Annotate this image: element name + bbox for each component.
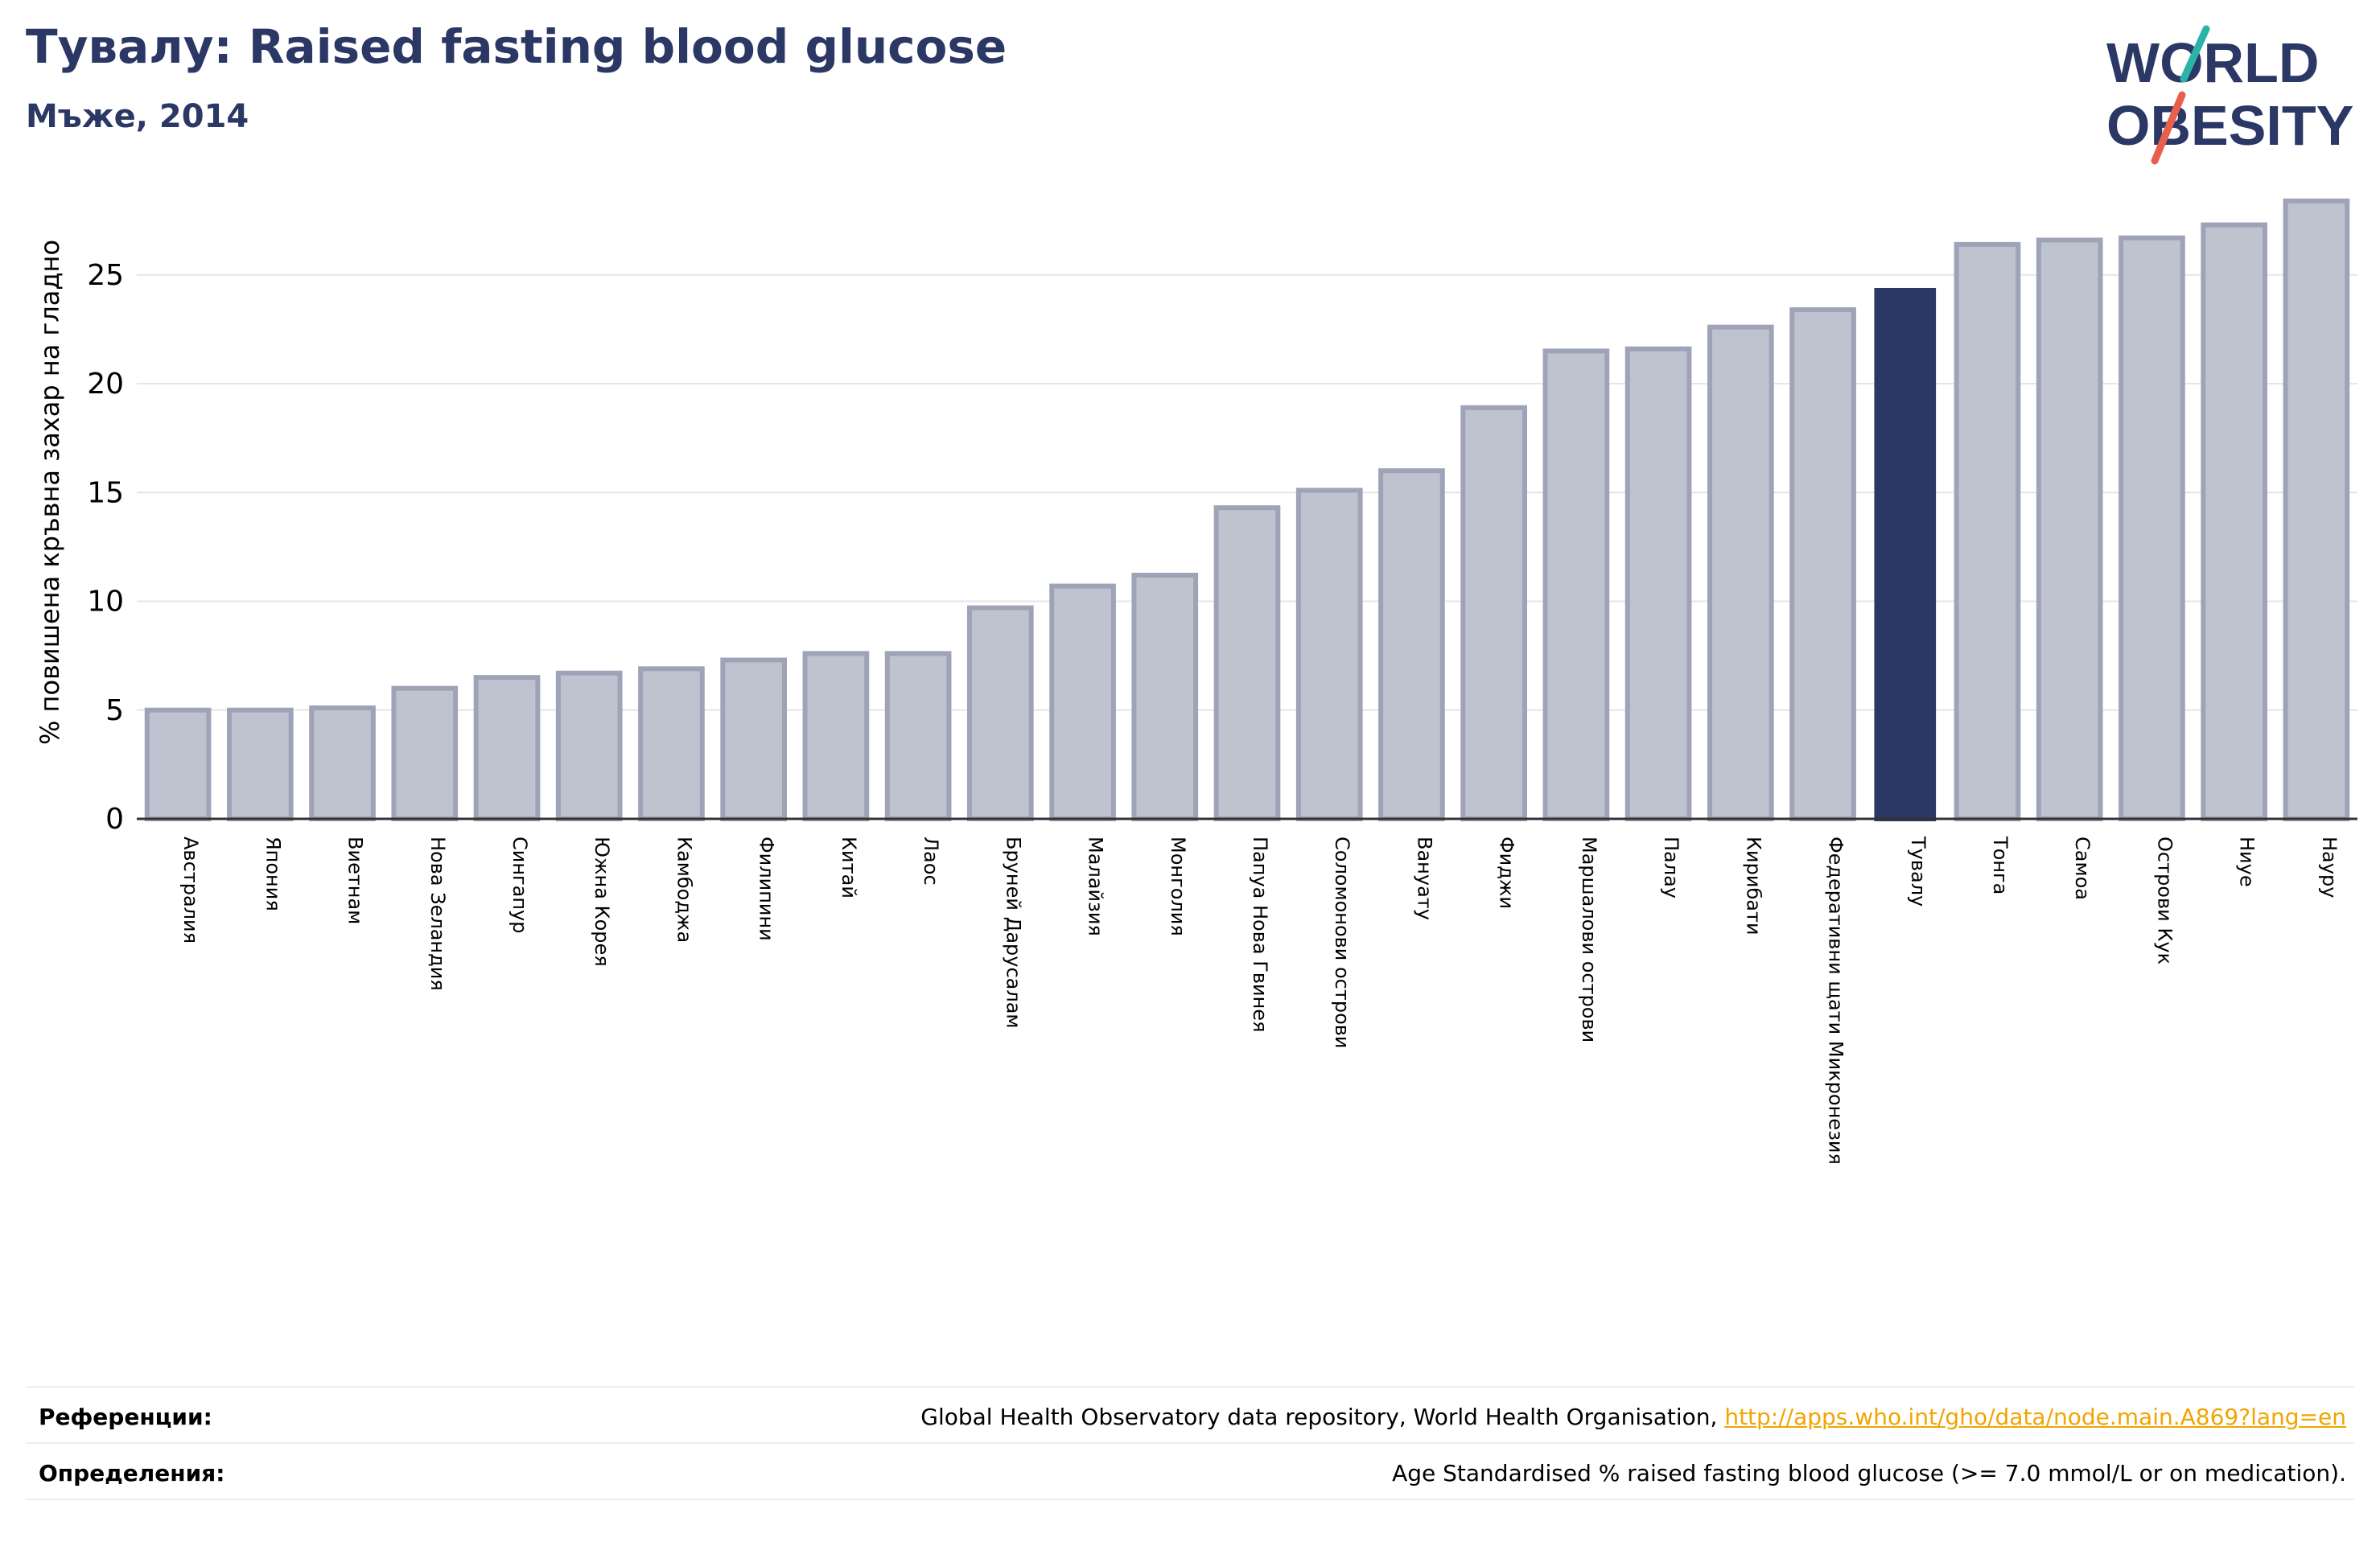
- bar-14: [1213, 505, 1281, 821]
- x-tick-label: Виетнам: [344, 837, 367, 924]
- bar-chart: 0 5 10 15 20 25 Австралия Япония Виетнам Нова Зе…: [35, 198, 2357, 1165]
- x-tick-label: Федеративни щати Микронезия: [1825, 837, 1847, 1165]
- x-tick-label: Острови Кук: [2153, 837, 2176, 964]
- x-tick-label: Тувалу: [1907, 836, 1929, 907]
- x-tick-label: Самоа: [2071, 837, 2094, 900]
- x-tick-label: Монголия: [1167, 837, 1189, 936]
- x-tick-label: Кирибати: [1742, 837, 1764, 935]
- x-tick-label: Китай: [838, 837, 860, 898]
- bar-6: [555, 670, 623, 822]
- bar-11: [967, 605, 1034, 821]
- x-tick-label: Бруней Дарусалам: [1002, 837, 1024, 1029]
- footer-divider-bottom: [26, 1499, 2354, 1500]
- x-tick-label: Тонга: [1989, 836, 2011, 894]
- y-tick-label: 20: [87, 368, 124, 401]
- x-tick-label: Австралия: [179, 837, 202, 944]
- y-tick-label: 15: [87, 476, 124, 509]
- bar-20: [1707, 324, 1774, 822]
- chart-subtitle: Мъже, 2014: [26, 98, 249, 135]
- bar-27: [2283, 198, 2350, 821]
- bars: [144, 198, 2350, 822]
- x-tick-label: Вануату: [1413, 837, 1435, 920]
- references-label: Референции:: [39, 1404, 212, 1430]
- bar-17: [1460, 405, 1528, 821]
- x-tick-labels: Австралия Япония Виетнам Нова Зеландия Синга…: [179, 836, 2341, 1165]
- bar-16: [1378, 468, 1445, 821]
- bar-8: [720, 657, 787, 821]
- x-tick-label: Лаос: [920, 837, 942, 886]
- x-tick-label: Сингапур: [509, 837, 531, 934]
- bar-9: [802, 651, 870, 821]
- bar-1: [144, 707, 212, 821]
- bar-18: [1542, 348, 1610, 821]
- y-tick-label: 0: [105, 803, 124, 836]
- bar-10: [884, 651, 952, 821]
- logo-slash-red: [2151, 91, 2186, 165]
- footer-divider-middle: [26, 1442, 2354, 1444]
- x-tick-label: Филипини: [756, 837, 778, 941]
- logo-text-obesity: OBESITY: [2106, 94, 2353, 157]
- x-tick-label: Науру: [2318, 837, 2341, 898]
- bar-26: [2201, 222, 2267, 822]
- x-tick-label: Палау: [1660, 837, 1682, 898]
- x-tick-label: Нова Зеландия: [426, 837, 449, 991]
- x-tick-label: Соломонови острови: [1331, 837, 1353, 1049]
- x-tick-label: Япония: [261, 837, 284, 911]
- bar-15: [1295, 487, 1363, 821]
- bar-7: [638, 666, 705, 821]
- bar-22: [1874, 287, 1937, 822]
- footer-divider-top: [26, 1386, 2354, 1388]
- logo-slash-teal: [2180, 25, 2210, 83]
- bar-12: [1049, 583, 1116, 821]
- x-tick-label: Папуа Нова Гвинея: [1249, 837, 1271, 1032]
- x-tick-label: Южна Корея: [591, 837, 613, 967]
- logo-text-world: WORLD: [2106, 31, 2319, 94]
- bar-23: [1954, 241, 2021, 821]
- references-link[interactable]: http://apps.who.int/gho/data/node.main.A…: [1724, 1404, 2346, 1430]
- bar-19: [1624, 346, 1692, 822]
- world-obesity-logo: WORLD OBESITY: [2106, 25, 2353, 165]
- bar-3: [309, 705, 376, 821]
- x-tick-label: Фиджи: [1496, 837, 1518, 909]
- y-tick-label: 25: [87, 259, 124, 292]
- bar-21: [1789, 307, 1856, 821]
- x-tick-label: Малайзия: [1085, 837, 1107, 936]
- bar-25: [2119, 235, 2185, 821]
- bar-13: [1131, 573, 1199, 821]
- chart-title: Тувалу: Raised fasting blood glucose: [26, 19, 1007, 74]
- bar-24: [2036, 237, 2103, 822]
- y-tick-label: 10: [87, 586, 124, 619]
- y-tick-label: 5: [105, 694, 124, 727]
- definitions-text: Age Standardised % raised fasting blood …: [1392, 1460, 2346, 1486]
- bar-2: [227, 707, 294, 821]
- bar-4: [391, 685, 459, 822]
- x-tick-label: Ниуе: [2236, 837, 2259, 887]
- y-axis-label: % повишена кръвна захар на гладно: [35, 240, 65, 745]
- x-tick-label: Маршалови острови: [1578, 837, 1600, 1042]
- x-tick-label: Камбоджа: [673, 837, 695, 943]
- references-text: Global Health Observatory data repositor…: [920, 1404, 2346, 1430]
- references-source: Global Health Observatory data repositor…: [920, 1404, 1725, 1430]
- bar-5: [473, 675, 541, 821]
- definitions-label: Определения:: [39, 1460, 225, 1486]
